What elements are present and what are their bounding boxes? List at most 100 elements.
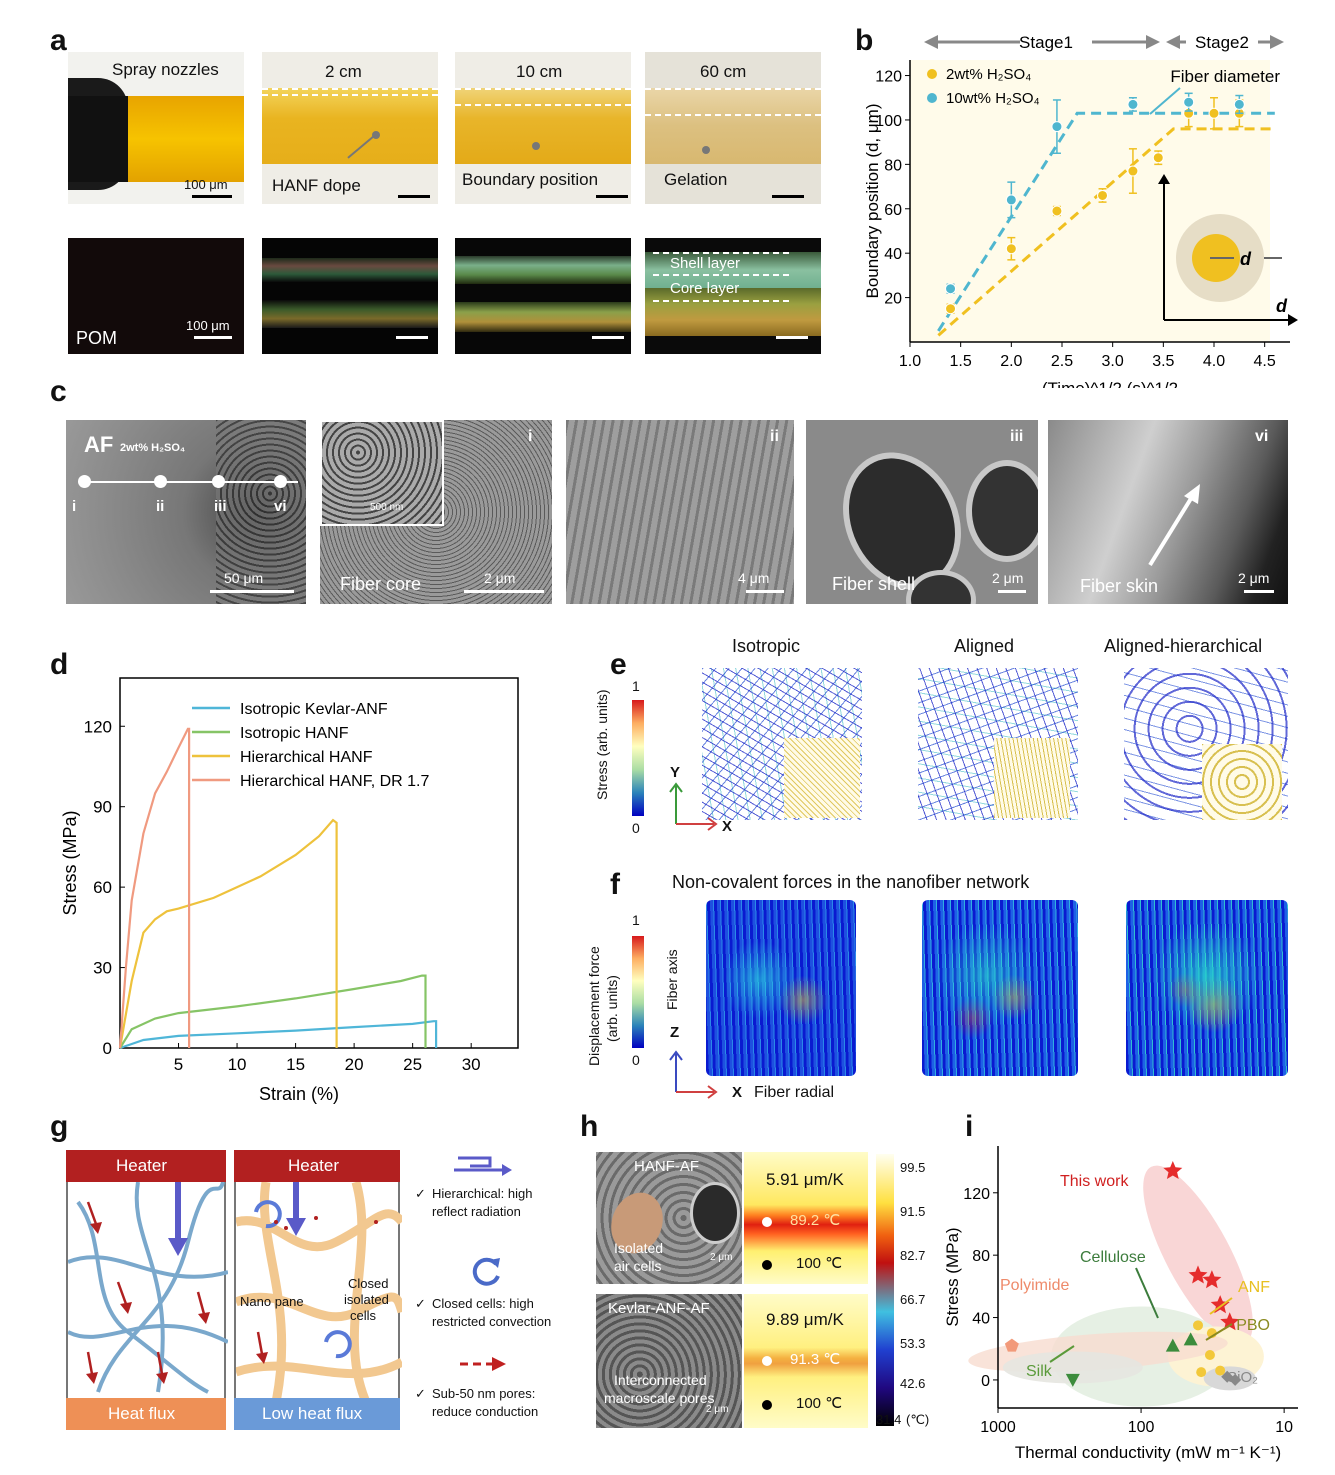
point-label-ii: ii [156,498,165,515]
leader-cellulose [1135,1267,1159,1319]
x-tick-label: 1000 [980,1419,1016,1436]
axis-z-label: Z [670,1024,680,1041]
data-point-0 [1127,165,1139,177]
y-tick-label: 90 [93,798,112,817]
label-spray-nozzles: Spray nozzles [112,60,219,79]
axis-y-label: Y [670,764,681,781]
x-tick-label: 15 [286,1055,305,1074]
x-tick-label: 2.5 [1051,353,1073,370]
x-tick-label: 4.5 [1254,353,1276,370]
arrow-head [1288,314,1298,326]
scale-bar [1244,590,1274,593]
x-axis-label: Strain (%) [259,1084,339,1104]
inset-d-label: d [1240,249,1252,269]
image-2cm [262,52,438,204]
temperature-colorbar [876,1154,894,1426]
network-aligned-hierarchical [1124,668,1288,820]
legend-line-3b: reduce conduction [432,1404,539,1419]
scale-label-h2: 2 μm [706,1404,729,1415]
scale-label-c3: 2 μm [992,570,1024,586]
hierarchical-heat-box [234,1150,402,1430]
data-point-0 [1208,107,1220,119]
title-isotropic: Isotropic [732,636,801,656]
base-temp-bottom: 100 ℃ [796,1395,843,1412]
label-60cm: 60 cm [700,62,747,81]
scale-bar [398,195,430,198]
dope-stream [120,96,244,182]
sem-image-ii [566,420,794,604]
closed-label-1: Closed [348,1276,389,1291]
caption-fiber-core: Fiber core [340,574,422,594]
panel-f-label: f [610,868,620,901]
heat-flux-label: Heat flux [108,1404,176,1423]
y-tick-label: 40 [884,246,902,263]
legend-label: 2wt% H₂SO₄ [946,66,1031,83]
data-point-1 [1183,96,1195,108]
label-hanf-af: HANF-AF [634,1158,699,1175]
marker-polyimide [1004,1338,1019,1352]
x-tick-label: 1.5 [950,353,972,370]
label-kevlar: Kevlar-ANF-AF [608,1300,710,1317]
force-cbar-label-1: Displacement force [586,946,602,1066]
legend-check-2: ✓ [415,1296,426,1311]
cbar-tick-1: 91.5 [900,1204,926,1219]
cbar-unit: (℃) [906,1412,930,1427]
legend-line-1b: reflect radiation [432,1204,521,1219]
fiber-axis-label: Fiber axis [664,949,680,1010]
label-this-work: This work [1060,1173,1129,1190]
label-isolated-2: air cells [614,1258,662,1274]
title-noncovalent: Non-covalent forces in the nanofiber net… [672,872,1030,892]
convection-icon [472,1257,500,1286]
y-tick-label: 120 [963,1186,990,1203]
pom-image-10cm [455,238,631,354]
heater-bar-right [234,1150,400,1182]
arrow-head [1270,35,1284,49]
title-aligned-hierarchical: Aligned-hierarchical [1104,636,1263,656]
cbar-min-f: 0 [632,1052,640,1068]
stress-colorbar [632,700,644,816]
y-tick-label: 100 [875,113,902,130]
series-line-1 [119,974,427,1049]
y-tick-label: 40 [972,1311,990,1328]
axes-zx-icon [669,1050,718,1099]
arrow-head [1146,35,1160,49]
force-map-aligned [922,900,1078,1076]
y-tick-label: 120 [84,717,112,736]
isotropic-heat-box [66,1150,228,1430]
scale-bar [746,590,784,593]
stage1-label: Stage1 [1019,33,1073,52]
arrow-head [1166,35,1180,49]
panel-c-label: c [50,375,67,408]
legend-check-3: ✓ [415,1386,426,1401]
data-point-0 [1097,189,1109,201]
low-heat-flux-label: Low heat flux [262,1404,363,1423]
leader-anf [1209,1297,1233,1315]
cbar-tick-4: 53.3 [900,1336,926,1351]
image-60cm [645,52,821,204]
legend-label: Isotropic HANF [240,725,349,742]
cbar-max-f: 1 [632,912,640,928]
inset-aligned-hierarchical [1202,744,1282,820]
inset-aligned [994,738,1070,818]
scale-bar [396,336,428,339]
sem-hanf-af [596,1152,742,1284]
cbar-min: 0 [632,820,640,836]
legend-check-1: ✓ [415,1186,426,1201]
marker-this-work [1210,1295,1230,1314]
axes-xy-icon [669,782,718,831]
data-point-1 [1127,98,1139,110]
data-point-0 [945,303,957,315]
x-tick-label: 20 [345,1055,364,1074]
scale-label-a2: 100 μm [186,318,230,333]
sem-image-fiber-skin [1048,420,1288,604]
x-tick-label: 5 [174,1055,183,1074]
data-point-0 [1051,205,1063,217]
leader-silk [1049,1345,1075,1363]
panel-i-label: i [965,1110,974,1143]
data-point-1 [945,283,957,295]
pom-image-nozzle [68,238,244,354]
label-polyimide: Polyimide [1000,1277,1069,1294]
inset-scale-label: 500 nm [370,502,404,513]
y-tick-label: 30 [93,959,112,978]
